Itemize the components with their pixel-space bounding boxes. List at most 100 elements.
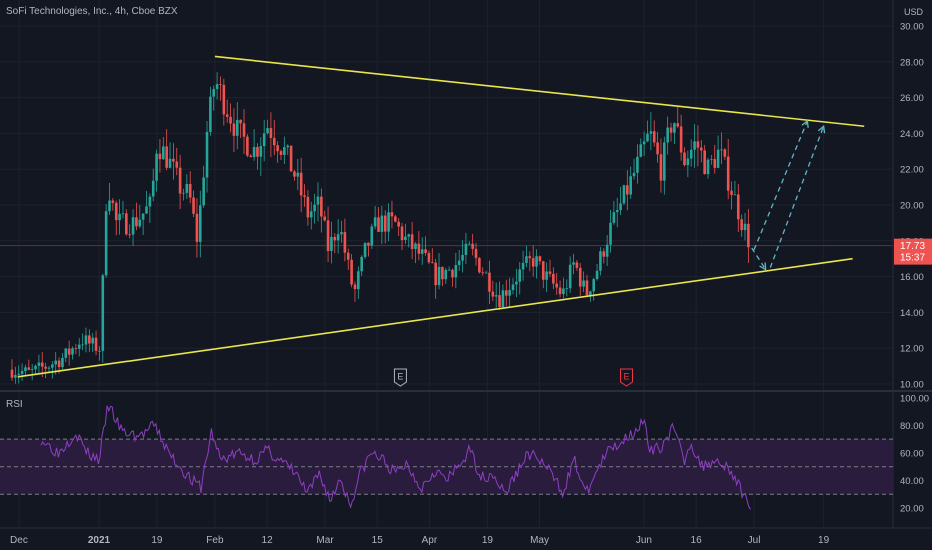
candle <box>239 119 242 139</box>
candle-body <box>178 167 182 194</box>
candle-body <box>521 262 525 270</box>
candle <box>706 157 710 179</box>
candle <box>605 235 609 266</box>
candle-body <box>336 234 340 241</box>
candle-body <box>478 258 481 273</box>
candle-body <box>333 236 337 241</box>
earnings-marker[interactable]: E <box>620 368 634 387</box>
candle <box>424 236 427 256</box>
candle <box>431 248 434 264</box>
candle <box>168 142 172 169</box>
candle <box>558 280 562 298</box>
time-tick-label: 2021 <box>88 535 111 546</box>
projection-line <box>769 126 825 268</box>
candle-body <box>202 177 205 206</box>
candle-body <box>474 248 478 259</box>
candle <box>229 103 232 133</box>
candle-body <box>494 295 498 297</box>
candle <box>249 154 253 158</box>
candlestick-series[interactable] <box>10 72 750 384</box>
candle-body <box>404 236 407 241</box>
candle <box>259 137 263 176</box>
candle <box>343 218 347 262</box>
candle-body <box>373 217 377 227</box>
candle-body <box>649 131 653 134</box>
candle <box>636 144 639 184</box>
price-tick-label: 26.00 <box>900 93 924 104</box>
projection-arrows <box>751 119 826 271</box>
candle <box>326 206 330 263</box>
candle <box>215 72 219 100</box>
candle <box>501 284 505 308</box>
candle-body <box>541 261 545 280</box>
candle <box>521 250 525 281</box>
candle-body <box>313 204 316 212</box>
earnings-marker[interactable]: E <box>393 368 407 387</box>
candle <box>138 204 142 229</box>
candle <box>306 190 310 226</box>
candle <box>357 266 360 300</box>
candle-body <box>656 142 659 155</box>
candle <box>175 147 179 176</box>
candle-body <box>414 243 417 249</box>
candle-body <box>394 216 397 222</box>
candle <box>182 188 185 201</box>
candle-body <box>151 180 155 197</box>
candle <box>219 76 222 101</box>
candle-body <box>222 84 226 115</box>
time-axis[interactable]: Dec 2021 19 Feb 12 Mar 15 Apr 19 May Jun 16 Jul 19 <box>10 535 830 546</box>
candle-body <box>437 266 441 286</box>
rsi-tick-label: 100.00 <box>900 393 929 404</box>
candle <box>467 241 471 245</box>
candle-body <box>370 226 374 246</box>
candle <box>299 157 303 213</box>
candle <box>555 272 559 295</box>
currency-label: USD <box>904 7 924 17</box>
candle-body <box>585 280 589 296</box>
candle-body <box>518 269 522 282</box>
candle-body <box>441 266 444 280</box>
rsi-pane[interactable]: 100.00 80.00 60.00 40.00 20.00 RSI <box>0 393 929 515</box>
candle <box>478 257 481 274</box>
candle-body <box>346 252 350 260</box>
candle-body <box>296 172 300 177</box>
candle <box>172 143 175 180</box>
candle <box>34 364 37 375</box>
candle <box>515 268 518 298</box>
candle <box>155 149 158 192</box>
time-tick-label: Jun <box>636 535 652 546</box>
candle-body <box>417 243 421 254</box>
candle-body <box>565 288 569 290</box>
candle <box>508 277 511 308</box>
candle <box>283 136 286 165</box>
candle-body <box>461 254 464 261</box>
candle-body <box>400 226 404 241</box>
candle <box>743 212 747 241</box>
candle-body <box>484 272 488 274</box>
candle-body <box>71 348 74 355</box>
candle <box>494 282 498 308</box>
candle <box>673 122 676 144</box>
candle-body <box>256 147 259 157</box>
candle-body <box>57 360 61 368</box>
candle-body <box>158 153 162 160</box>
candle <box>84 327 88 353</box>
candle-body <box>652 131 656 143</box>
candle-body <box>716 149 720 168</box>
candle-body <box>481 272 485 274</box>
candle <box>531 245 535 277</box>
candle-body <box>235 119 239 136</box>
rsi-line <box>40 405 752 510</box>
candle <box>599 247 602 276</box>
trendline-upper[interactable] <box>214 55 865 128</box>
trendlines[interactable] <box>17 55 865 378</box>
candle <box>336 219 340 254</box>
candle <box>491 280 495 302</box>
candle-body <box>673 123 676 133</box>
trendline-lower[interactable] <box>17 257 853 378</box>
candle <box>407 233 411 248</box>
candle-body <box>84 335 88 345</box>
candle <box>572 253 575 275</box>
